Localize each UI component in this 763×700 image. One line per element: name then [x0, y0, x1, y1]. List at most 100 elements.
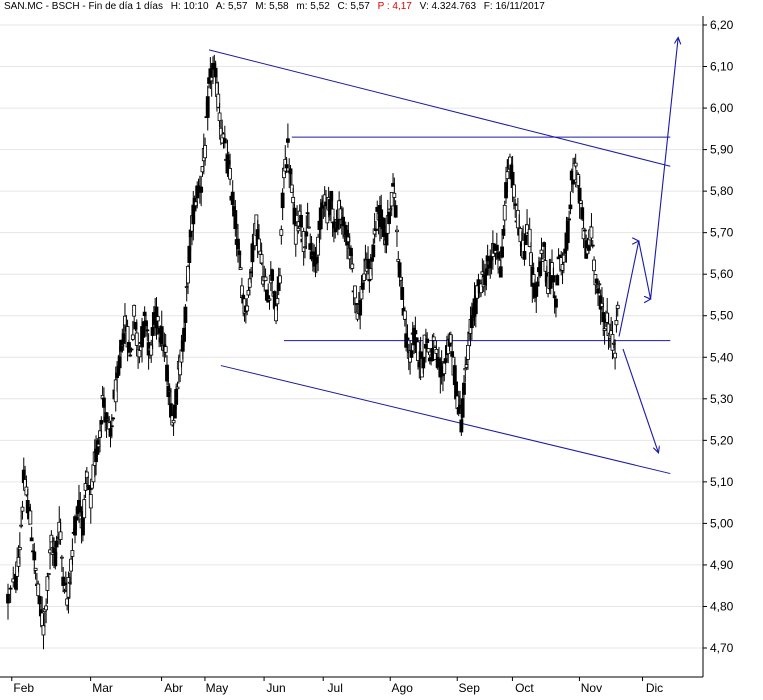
candle-body [615, 304, 620, 309]
max-label: M: 5,58 [255, 1, 289, 12]
y-tick-label: 5,40 [710, 350, 734, 364]
candle-body [238, 267, 243, 271]
candle-body [279, 229, 284, 236]
candle-body [53, 551, 58, 567]
y-tick-label: 5,30 [710, 392, 734, 406]
candle-body [237, 250, 242, 256]
candle-body [70, 550, 75, 557]
candle-body [567, 218, 572, 221]
candle-body [217, 112, 222, 122]
candle-body [182, 327, 186, 342]
candle-body [426, 348, 431, 353]
quote-header: SAN.MC - BSCH - Fin de día 1 días H: 10:… [2, 1, 552, 15]
candle-body [149, 344, 154, 356]
candle-body [41, 625, 46, 636]
candle-body [284, 164, 289, 169]
y-tick-label: 5,90 [710, 143, 734, 157]
candle-body [442, 362, 447, 375]
candle-body [360, 282, 365, 290]
candle-body [78, 506, 83, 513]
candle-body [6, 593, 10, 604]
candle-body [45, 576, 50, 591]
candle-body [134, 332, 139, 346]
candle-body [46, 573, 51, 575]
candle-body [568, 204, 573, 210]
ask-label: A: 5,57 [215, 1, 248, 12]
trend-line [220, 365, 671, 475]
date-label: F: 16/11/2017 [483, 1, 545, 12]
x-tick-label: May [206, 681, 229, 695]
candle-body [247, 278, 252, 288]
candle-body [400, 287, 405, 300]
candle-body [460, 398, 465, 418]
x-tick-labels: Feb Mar Abr May Jun Jul Ago Sep Oct Nov Dic [11, 677, 663, 695]
x-tick-label: Oct [515, 681, 534, 695]
candle-body [371, 244, 376, 258]
x-tick-label: Ago [392, 681, 414, 695]
candle-body [228, 168, 232, 180]
candle-body [513, 203, 518, 206]
candle-body [409, 350, 414, 358]
y-tick-label: 5,70 [710, 226, 734, 240]
candle-body [186, 266, 190, 284]
candle-body [183, 306, 188, 323]
x-tick-label: Mar [92, 681, 113, 695]
candle-body [512, 184, 516, 198]
candle-body [501, 229, 506, 236]
candle-body [498, 266, 503, 278]
candle-body [531, 274, 536, 284]
candle-body [172, 404, 177, 419]
candle-body [32, 551, 37, 561]
x-tick-label: Jul [328, 681, 343, 695]
candle-body [54, 540, 59, 548]
candle-body [362, 273, 367, 281]
candle-body [216, 93, 221, 108]
candle-body [304, 231, 309, 237]
candle-body [145, 329, 150, 332]
x-tick-label: Abr [164, 681, 183, 695]
candle-body [601, 312, 606, 323]
candle-body [539, 249, 544, 254]
y-tick-label: 4,70 [710, 641, 734, 655]
candle-body [155, 316, 160, 322]
candle-body [535, 281, 540, 287]
candle-body [291, 196, 296, 204]
candle-body [171, 419, 176, 424]
candle-body [285, 138, 290, 143]
y-tick-label: 5,80 [710, 184, 734, 198]
axes [0, 16, 704, 678]
candle-body [296, 228, 301, 232]
candle-body [555, 275, 560, 286]
x-tick-label: Jun [266, 681, 285, 695]
candle-body [88, 494, 93, 509]
candle-body [222, 138, 227, 144]
candle-body [522, 250, 527, 260]
percent-label: P : 4,17 [377, 1, 412, 12]
candle-body [527, 228, 532, 247]
candle-body [462, 382, 466, 395]
candle-body [84, 471, 89, 479]
candle-body [278, 275, 282, 284]
candle-body [590, 244, 595, 247]
grid [0, 24, 703, 649]
y-tick-label: 6,10 [710, 60, 734, 74]
candle-body [82, 499, 87, 519]
candle-body [19, 524, 24, 527]
candle-body [416, 341, 420, 361]
candle-body [366, 258, 370, 269]
candle-body [259, 254, 264, 264]
candle-body [479, 283, 483, 294]
y-tick-label: 4,80 [710, 599, 734, 613]
candle-body [305, 212, 310, 215]
y-tick-label: 5,60 [710, 267, 734, 281]
candle-body [280, 192, 285, 209]
candle-body [602, 328, 607, 331]
candle-body [163, 346, 168, 353]
candle-body [293, 225, 298, 245]
candle-body [109, 425, 114, 428]
candle-body [102, 397, 106, 408]
candle-body [17, 547, 22, 551]
candle-body [405, 337, 410, 340]
candle-body [500, 246, 504, 258]
candle-body [596, 288, 600, 294]
